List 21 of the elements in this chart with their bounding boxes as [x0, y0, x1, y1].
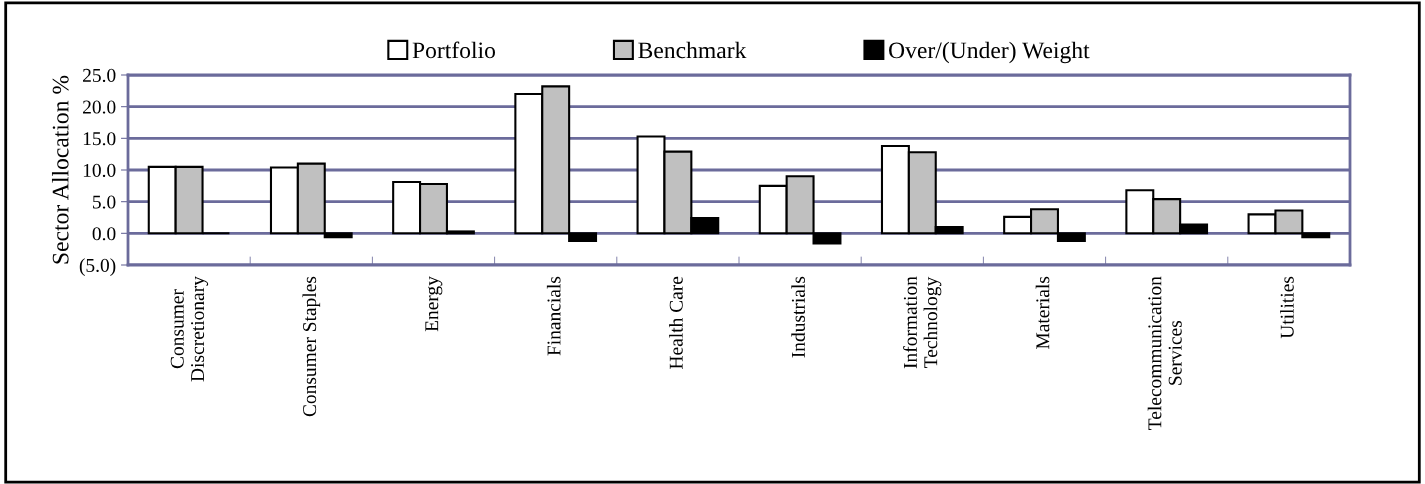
y-axis-title: Sector Allocation % [51, 75, 69, 264]
y-tick-label: 15.0 [83, 132, 116, 146]
x-tick-label: Materials [1035, 276, 1050, 349]
y-tick-label: (5.0) [79, 258, 116, 276]
y-tick-label: 25.0 [83, 68, 116, 83]
y-tick-label: 10.0 [83, 163, 116, 178]
x-tick-label: Information Technology [903, 276, 942, 369]
legend-label: Over/(Under) Weight [889, 41, 1090, 64]
x-tick-label: Industrials [791, 276, 805, 358]
x-tick-label: Health Care [669, 276, 683, 369]
legend-label: Portfolio [412, 41, 496, 59]
legend-label: Benchmark [638, 41, 747, 59]
y-tick-label: 20.0 [83, 100, 116, 114]
y-tick-label: 5.0 [93, 195, 116, 209]
x-tick-label: Utilities [1280, 276, 1294, 339]
x-tick-label: Financials [546, 276, 561, 356]
x-tick-label: Consumer Staples [302, 276, 321, 417]
x-tick-label: Consumer Discretionary [170, 276, 209, 382]
x-tick-label: Energy [425, 276, 443, 332]
x-tick-label: Telecommunication Services [1147, 276, 1182, 430]
y-tick-label: 0.0 [92, 227, 116, 241]
